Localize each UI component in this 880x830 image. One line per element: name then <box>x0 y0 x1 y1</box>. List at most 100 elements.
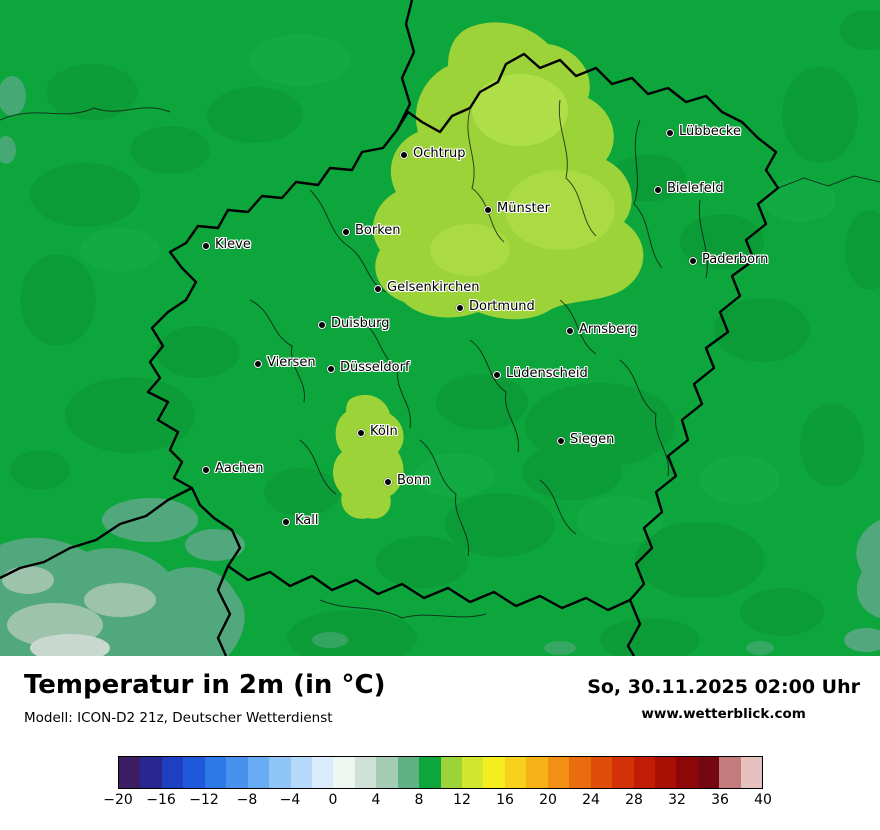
city-label: Kleve <box>215 237 251 252</box>
city-label: Düsseldorf <box>340 360 410 375</box>
page-title: Temperatur in 2m (in °C) <box>24 670 386 700</box>
city-label: Lübbecke <box>679 124 741 139</box>
city-label: Kall <box>295 513 319 528</box>
legend-tick-label: −12 <box>189 792 219 808</box>
legend-color-segment <box>740 757 763 788</box>
map-region-warm-bright-spots <box>430 74 615 276</box>
legend-tick-label: −8 <box>236 792 258 808</box>
legend-tick-label: 28 <box>625 792 643 808</box>
city-label: Dortmund <box>469 299 535 314</box>
legend-tick-label: 8 <box>414 792 424 808</box>
legend-color-segment <box>269 757 291 788</box>
city-label: Duisburg <box>331 316 390 331</box>
model-info: Modell: ICON-D2 21z, Deutscher Wetterdie… <box>24 710 333 726</box>
city-label: Bielefeld <box>667 181 724 196</box>
legend-color-segment <box>719 757 741 788</box>
legend-color-segment <box>376 757 398 788</box>
legend-color-segment <box>397 757 420 788</box>
state-border-nrw <box>0 0 780 656</box>
city-label: Gelsenkirchen <box>387 280 480 295</box>
city-label: Münster <box>497 201 550 216</box>
legend-tick-label: 24 <box>582 792 600 808</box>
legend-tick-label: 32 <box>668 792 686 808</box>
legend-color-segment <box>354 757 377 788</box>
city-dot-icon <box>254 360 262 368</box>
city-dot-icon <box>374 285 382 293</box>
legend-color-segment <box>290 757 312 788</box>
legend-color-segment <box>547 757 570 788</box>
legend-color-segment <box>119 757 141 788</box>
map-texture-dark <box>10 10 880 656</box>
legend-color-segment <box>440 757 462 788</box>
legend-color-segment <box>311 757 334 788</box>
city-dot-icon <box>357 429 365 437</box>
map-region-cool-eifel <box>0 76 880 656</box>
legend-colorbar <box>118 756 763 789</box>
city-label: Viersen <box>267 355 316 370</box>
legend-tick-label: 40 <box>754 792 772 808</box>
legend-color-segment <box>612 757 634 788</box>
legend-color-segment <box>183 757 205 788</box>
legend-tick-label: −20 <box>103 792 133 808</box>
legend-color-segment <box>333 757 355 788</box>
legend-tick-label: 16 <box>496 792 514 808</box>
city-dot-icon <box>654 186 662 194</box>
temperature-legend: −20 −16 −12 −8 −4 0 4 8 12 16 20 24 28 32 36 40 <box>103 756 772 812</box>
city-dot-icon <box>327 365 335 373</box>
legend-color-segment <box>633 757 655 788</box>
datetime-block: So, 30.11.2025 02:00 Uhr www.wetterblick… <box>587 676 860 722</box>
city-label: Lüdenscheid <box>506 366 588 381</box>
legend-tick-label: 0 <box>328 792 338 808</box>
district-borders <box>0 99 880 619</box>
legend-color-segment <box>140 757 162 788</box>
legend-color-segment <box>504 757 527 788</box>
legend-color-segment <box>676 757 698 788</box>
city-dot-icon <box>202 466 210 474</box>
legend-color-segment <box>569 757 591 788</box>
map-region-warm-koeln-bonn <box>333 394 404 519</box>
city-label: Borken <box>355 223 401 238</box>
city-dot-icon <box>666 129 674 137</box>
map-texture-light <box>80 34 836 544</box>
legend-color-segment <box>697 757 720 788</box>
legend-color-segment <box>419 757 441 788</box>
city-dot-icon <box>342 228 350 236</box>
legend-color-segment <box>161 757 184 788</box>
legend-tick-label: −16 <box>146 792 176 808</box>
footer: Temperatur in 2m (in °C) Modell: ICON-D2… <box>0 656 880 830</box>
legend-tick-label: −4 <box>279 792 301 808</box>
city-dot-icon <box>689 257 697 265</box>
map-canvas <box>0 0 880 656</box>
city-dot-icon <box>456 304 464 312</box>
legend-color-segment <box>526 757 548 788</box>
city-label: Arnsberg <box>579 322 638 337</box>
city-label: Aachen <box>215 461 264 476</box>
city-dot-icon <box>400 151 408 159</box>
legend-color-segment <box>590 757 613 788</box>
legend-tick-label: 12 <box>453 792 471 808</box>
city-dot-icon <box>318 321 326 329</box>
city-dot-icon <box>484 206 492 214</box>
legend-color-segment <box>462 757 484 788</box>
temperature-map: Lübbecke Ochtrup Bielefeld Münster Borken Kle… <box>0 0 880 656</box>
city-dot-icon <box>282 518 290 526</box>
city-label: Siegen <box>570 432 615 447</box>
city-layer: Lübbecke Ochtrup Bielefeld Münster Borken Kle… <box>202 124 769 528</box>
city-dot-icon <box>557 437 565 445</box>
legend-color-segment <box>247 757 270 788</box>
legend-color-segment <box>226 757 248 788</box>
city-dot-icon <box>566 327 574 335</box>
city-dot-icon <box>493 371 501 379</box>
city-label: Köln <box>370 424 398 439</box>
legend-color-segment <box>483 757 505 788</box>
city-label: Ochtrup <box>413 146 466 161</box>
city-dot-icon <box>202 242 210 250</box>
city-label: Paderborn <box>702 252 769 267</box>
legend-ticks: −20 −16 −12 −8 −4 0 4 8 12 16 20 24 28 32 36 40 <box>103 792 772 812</box>
city-label: Bonn <box>397 473 431 488</box>
legend-color-segment <box>204 757 227 788</box>
valid-datetime: So, 30.11.2025 02:00 Uhr <box>587 676 860 698</box>
city-dot-icon <box>384 478 392 486</box>
website-url: www.wetterblick.com <box>641 706 806 722</box>
